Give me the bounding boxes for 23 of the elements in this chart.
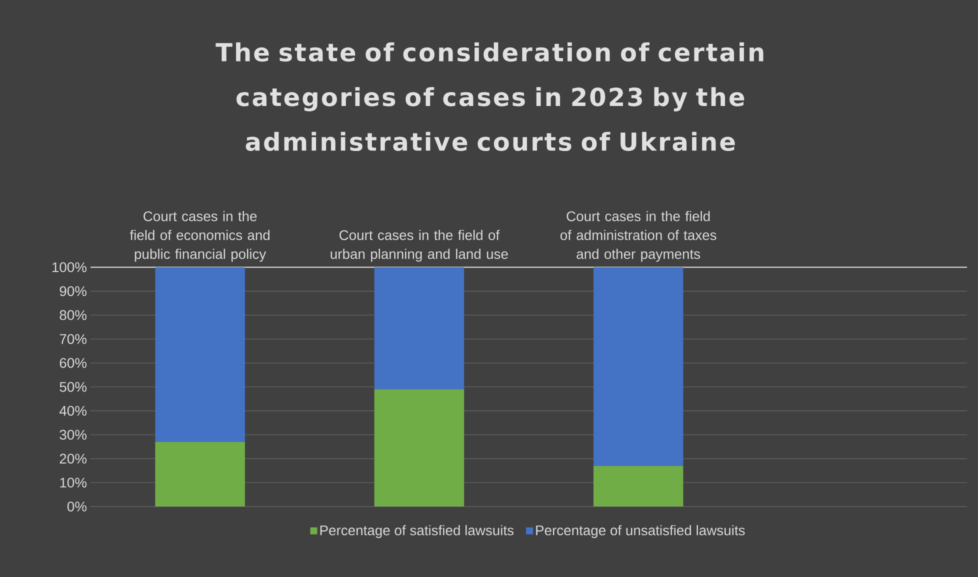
bar (374, 389, 464, 506)
y-tick-label: 100% (52, 262, 87, 272)
bar (155, 442, 245, 506)
y-tick-label: 60% (60, 358, 87, 368)
y-tick-label: 90% (60, 286, 87, 296)
legend-label: Percentage of satisfied lawsuits (320, 524, 514, 538)
y-tick-label: 40% (59, 406, 87, 416)
x-tick-label: Court cases in the field of economics and public financial policy (130, 210, 270, 262)
y-tick-label: 10% (60, 478, 87, 488)
x-tick-label: Court cases in the field of urban planning and land use (330, 230, 508, 262)
legend-label: Percentage of unsatisfied lawsuits (536, 524, 745, 538)
bar (593, 466, 684, 506)
y-tick-label: 30% (60, 430, 87, 440)
y-tick-label: 50% (60, 382, 87, 392)
y-tick-label: 70% (60, 334, 87, 344)
x-tick-label: Court cases in the field of administration of taxes and other payments (560, 210, 716, 262)
bar (155, 267, 245, 442)
y-tick-label: 20% (60, 454, 87, 464)
y-tick-label: 80% (60, 310, 87, 320)
bar (374, 267, 464, 390)
y-tick-label: 0% (67, 501, 87, 512)
bar (593, 267, 684, 466)
chart-title: The state of consideration of certain categories of cases in 2023 by the administrative courts of Ukraine (216, 42, 764, 151)
